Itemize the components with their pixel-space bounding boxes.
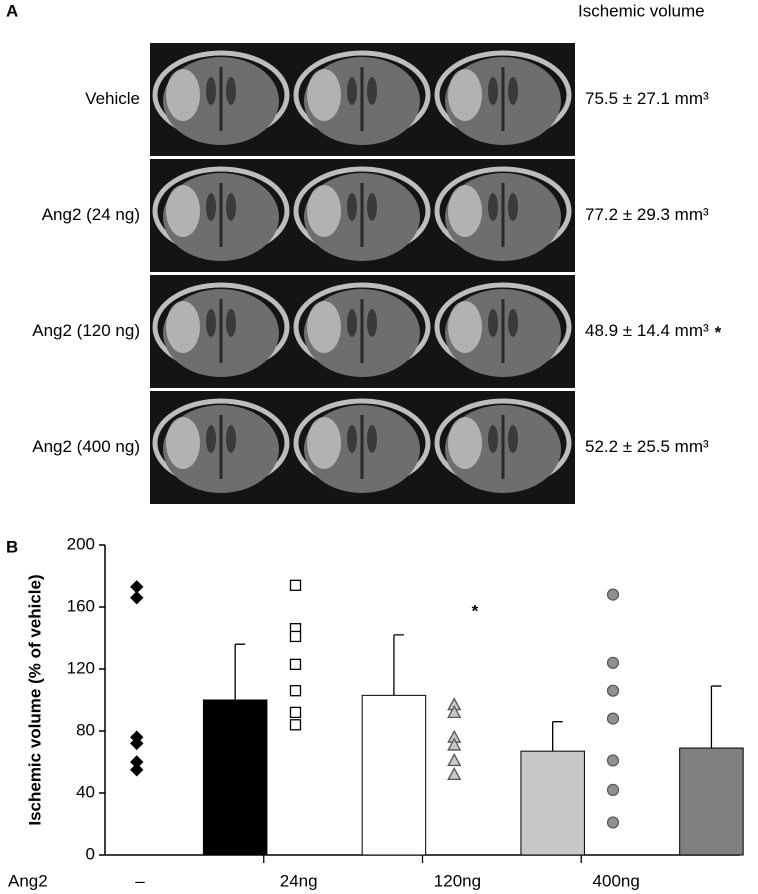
x-tick-label: 24ng [280, 871, 318, 890]
error-bar [393, 634, 404, 696]
ventricle [367, 309, 377, 337]
ventricle [367, 193, 377, 221]
error-bar [552, 721, 563, 752]
data-point [289, 630, 302, 643]
data-point [447, 705, 462, 719]
data-point [289, 685, 302, 697]
data-point [606, 656, 620, 669]
data-point [447, 737, 462, 751]
ventricle [347, 77, 357, 105]
x-tick-label: 120ng [434, 871, 481, 890]
lesion [307, 301, 341, 353]
column-header: Ischemic volume [578, 1, 705, 20]
lesion [166, 417, 200, 469]
volume-value: 48.9 ± 14.4 mm³ [585, 321, 709, 340]
lesion [448, 301, 482, 353]
data-point [130, 763, 144, 777]
ventricle [347, 425, 357, 453]
lesion [307, 185, 341, 237]
y-tick-label: 0 [86, 844, 95, 863]
data-point [130, 590, 144, 605]
x-tick-label: 400ng [593, 871, 640, 890]
lesion [166, 185, 200, 237]
y-axis-label: Ischemic volume (% of vehicle) [25, 574, 44, 825]
data-point [447, 767, 462, 781]
ventricle [226, 309, 236, 337]
ventricle [206, 309, 216, 337]
ventricle [508, 193, 518, 221]
bar [520, 750, 585, 856]
ventricle [488, 309, 498, 337]
lesion [166, 69, 200, 121]
ventricle [367, 425, 377, 453]
significance: * [472, 601, 479, 620]
ventricle [206, 77, 216, 105]
lesion [307, 69, 341, 121]
panel-label: B [6, 537, 18, 556]
ventricle [226, 425, 236, 453]
panel-label: A [6, 1, 18, 20]
error-bar [234, 643, 246, 700]
x-tick-label: – [135, 871, 145, 890]
ventricle [488, 425, 498, 453]
ventricle [206, 193, 216, 221]
ventricle [488, 193, 498, 221]
ventricle [488, 77, 498, 105]
data-point [606, 783, 620, 797]
data-point [606, 684, 620, 697]
y-tick-label: 40 [76, 782, 95, 801]
bar [679, 747, 744, 856]
volume-value: 77.2 ± 29.3 mm³ [585, 205, 709, 224]
data-point [289, 706, 302, 719]
data-point [606, 588, 620, 601]
volume-value: 75.5 ± 27.1 mm³ [585, 89, 709, 108]
ventricle [508, 309, 518, 337]
ventricle [367, 77, 377, 105]
ventricle [226, 193, 236, 221]
lesion [448, 417, 482, 469]
data-point [606, 712, 620, 725]
y-tick-label: 120 [67, 658, 95, 677]
ventricle [226, 77, 236, 105]
lesion [166, 301, 200, 353]
y-tick-label: 160 [67, 596, 95, 615]
ventricle [508, 425, 518, 453]
ventricle [347, 309, 357, 337]
lesion [448, 185, 482, 237]
row-label: Ang2 (120 ng) [32, 321, 140, 340]
significance: * [715, 323, 722, 342]
row-label: Ang2 (400 ng) [32, 437, 140, 456]
data-point [606, 754, 620, 767]
lesion [307, 417, 341, 469]
bar [361, 694, 427, 856]
data-point [606, 816, 620, 829]
lesion [448, 69, 482, 121]
data-point [130, 736, 144, 751]
ventricle [206, 425, 216, 453]
data-point [289, 658, 302, 670]
data-point [289, 579, 302, 591]
ventricle [347, 193, 357, 221]
error-bar [710, 685, 722, 749]
bar [202, 699, 268, 856]
y-tick-label: 200 [67, 534, 95, 553]
y-tick-label: 80 [76, 720, 95, 739]
row-label: Ang2 (24 ng) [42, 205, 140, 224]
x-axis-label: Ang2 [8, 871, 48, 890]
volume-value: 52.2 ± 25.5 mm³ [585, 437, 709, 456]
data-point [447, 753, 462, 767]
ventricle [508, 77, 518, 105]
data-point [289, 719, 302, 731]
row-label: Vehicle [85, 89, 140, 108]
